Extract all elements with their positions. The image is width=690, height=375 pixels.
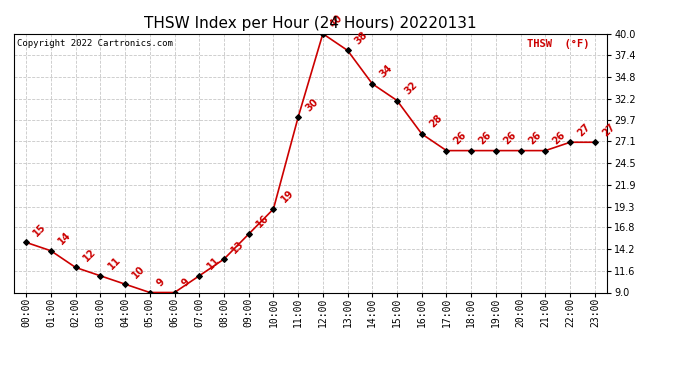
Point xyxy=(219,256,230,262)
Point xyxy=(342,48,353,54)
Point xyxy=(416,131,427,137)
Text: 16: 16 xyxy=(254,213,271,230)
Text: THSW  (°F): THSW (°F) xyxy=(527,39,589,49)
Text: 27: 27 xyxy=(600,122,617,138)
Title: THSW Index per Hour (24 Hours) 20220131: THSW Index per Hour (24 Hours) 20220131 xyxy=(144,16,477,31)
Point xyxy=(515,148,526,154)
Point xyxy=(46,248,57,254)
Text: 11: 11 xyxy=(106,255,123,272)
Text: 38: 38 xyxy=(353,30,370,46)
Point xyxy=(367,81,378,87)
Point xyxy=(119,281,130,287)
Point xyxy=(21,239,32,245)
Point xyxy=(441,148,452,154)
Text: 15: 15 xyxy=(32,222,48,238)
Point xyxy=(144,290,155,296)
Point xyxy=(589,139,600,145)
Text: 26: 26 xyxy=(551,130,568,147)
Point xyxy=(268,206,279,212)
Point xyxy=(564,139,575,145)
Point xyxy=(491,148,502,154)
Text: 19: 19 xyxy=(279,188,295,205)
Text: 10: 10 xyxy=(130,263,147,280)
Text: 28: 28 xyxy=(427,113,444,130)
Text: 30: 30 xyxy=(304,96,320,113)
Point xyxy=(169,290,180,296)
Point xyxy=(293,114,304,120)
Text: 13: 13 xyxy=(230,238,246,255)
Text: 14: 14 xyxy=(57,230,73,247)
Point xyxy=(243,231,254,237)
Text: 26: 26 xyxy=(477,130,493,147)
Text: 9: 9 xyxy=(155,276,167,288)
Text: 26: 26 xyxy=(452,130,469,147)
Text: 27: 27 xyxy=(575,122,592,138)
Text: 40: 40 xyxy=(328,13,345,30)
Point xyxy=(95,273,106,279)
Point xyxy=(70,264,81,270)
Point xyxy=(317,31,328,37)
Point xyxy=(391,98,402,104)
Text: 11: 11 xyxy=(205,255,221,272)
Point xyxy=(466,148,477,154)
Text: Copyright 2022 Cartronics.com: Copyright 2022 Cartronics.com xyxy=(17,39,172,48)
Text: 9: 9 xyxy=(180,276,192,288)
Text: 26: 26 xyxy=(502,130,518,147)
Point xyxy=(540,148,551,154)
Text: 32: 32 xyxy=(402,80,420,96)
Text: 34: 34 xyxy=(378,63,395,80)
Text: 26: 26 xyxy=(526,130,543,147)
Point xyxy=(194,273,205,279)
Text: 12: 12 xyxy=(81,247,98,263)
